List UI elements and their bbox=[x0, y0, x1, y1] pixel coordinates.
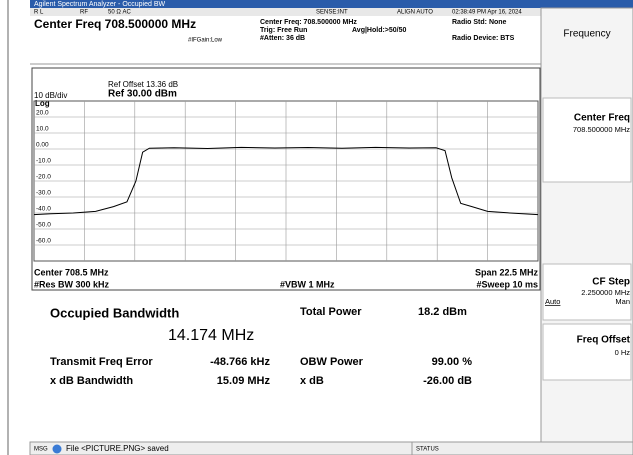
rf: RF bbox=[80, 10, 88, 16]
vbw-label: #VBW 1 MHz bbox=[280, 279, 335, 289]
trig: Trig: Free Run bbox=[260, 27, 307, 34]
center-info: Center Freq: 708.500000 MHz bbox=[260, 19, 357, 26]
center-label: Center 708.5 MHz bbox=[34, 267, 109, 277]
scale: 10 dB/div bbox=[34, 91, 67, 100]
y-tick-label: 20.0 bbox=[36, 110, 49, 117]
auto: Auto bbox=[545, 297, 560, 306]
sense: SENSE:INT bbox=[316, 10, 348, 16]
obw-power-label: OBW Power bbox=[300, 356, 364, 368]
y-tick-label: -50.0 bbox=[36, 222, 51, 229]
obw-value: 14.174 MHz bbox=[168, 327, 254, 344]
menu-title: Frequency bbox=[563, 29, 610, 40]
ref-level: Ref 30.00 dBm bbox=[108, 89, 177, 100]
xdb-bw-label: x dB Bandwidth bbox=[50, 375, 133, 387]
total-power-value: 18.2 dBm bbox=[418, 306, 467, 318]
span-label: Span 22.5 MHz bbox=[475, 267, 539, 277]
obw-power-value: 99.00 % bbox=[432, 356, 473, 368]
xdb-label: x dB bbox=[300, 375, 324, 387]
atten: #Atten: 36 dB bbox=[260, 35, 305, 42]
freq-error-label: Transmit Freq Error bbox=[50, 356, 153, 368]
align: ALIGN AUTO bbox=[397, 10, 433, 16]
scale-type: Log bbox=[35, 99, 50, 108]
softkey[interactable] bbox=[542, 323, 632, 381]
y-tick-label: 0.00 bbox=[36, 142, 49, 149]
status: STATUS bbox=[416, 447, 439, 453]
rl: R L bbox=[34, 10, 44, 16]
center-freq[interactable]: Center Freq 708.500000 MHz bbox=[34, 17, 196, 31]
y-tick-label: -40.0 bbox=[36, 206, 51, 213]
status-row bbox=[30, 8, 541, 16]
sweep-label: #Sweep 10 ms bbox=[476, 279, 538, 289]
rbw-label: #Res BW 300 kHz bbox=[34, 279, 110, 289]
softkey[interactable] bbox=[542, 97, 632, 183]
window-title: Agilent Spectrum Analyzer - Occupied BW bbox=[34, 1, 166, 8]
freq-error-value: -48.766 kHz bbox=[210, 356, 270, 368]
xdb-bw-value: 15.09 MHz bbox=[217, 375, 271, 387]
y-tick-label: -60.0 bbox=[36, 238, 51, 245]
title-bar bbox=[30, 0, 633, 8]
time: 02:38:49 PM Apr 16, 2024 bbox=[452, 10, 522, 16]
input: 50 Ω AC bbox=[108, 10, 131, 16]
softkey-value: 0 Hz bbox=[615, 348, 631, 357]
softkey-value: 708.500000 MHz bbox=[573, 125, 630, 134]
trace bbox=[33, 146, 539, 216]
radio-device: Radio Device: BTS bbox=[452, 35, 515, 42]
y-tick-label: 10.0 bbox=[36, 126, 49, 133]
msg: MSG bbox=[34, 447, 48, 453]
if-gain: #IFGain:Low bbox=[188, 38, 223, 44]
xdb-value: -26.00 dB bbox=[423, 375, 472, 387]
y-tick-label: -30.0 bbox=[36, 190, 51, 197]
total-power-label: Total Power bbox=[300, 306, 362, 318]
softkey-label: Freq Offset bbox=[577, 335, 631, 346]
y-tick-label: -10.0 bbox=[36, 158, 51, 165]
radio-std: Radio Std: None bbox=[452, 19, 507, 26]
info-icon bbox=[52, 444, 62, 454]
softkey-value: 2.250000 MHz bbox=[581, 288, 630, 297]
avg: Avg|Hold:>50/50 bbox=[352, 27, 407, 34]
softkey-label: CF Step bbox=[592, 277, 630, 288]
softkey-label: Center Freq bbox=[574, 113, 630, 124]
softkey[interactable] bbox=[542, 263, 632, 321]
man: Man bbox=[615, 297, 630, 306]
ref-offset: Ref Offset 13.36 dB bbox=[108, 80, 178, 89]
status-bar bbox=[29, 441, 633, 455]
y-tick-label: -20.0 bbox=[36, 174, 51, 181]
message: File <PICTURE.PNG> saved bbox=[66, 444, 169, 453]
obw-label: Occupied Bandwidth bbox=[50, 305, 179, 320]
